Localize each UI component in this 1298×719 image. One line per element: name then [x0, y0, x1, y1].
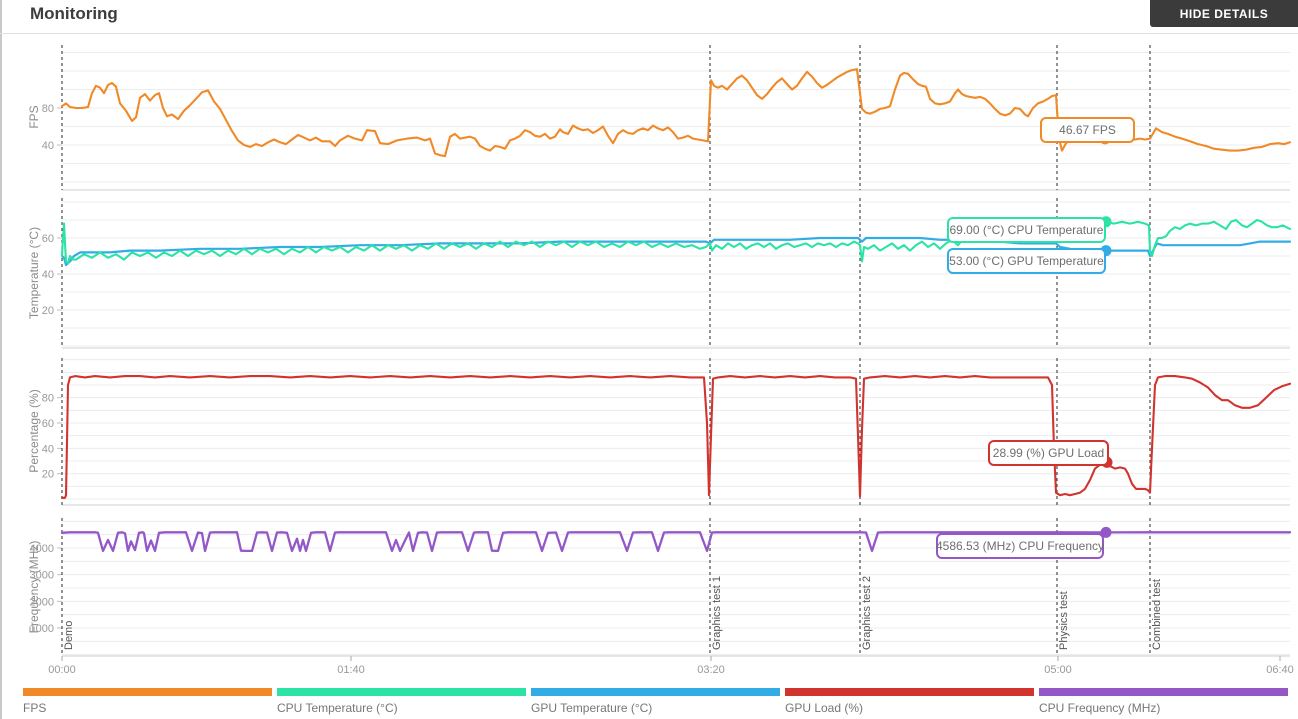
header-divider [0, 33, 1298, 34]
legend-label: CPU Temperature (°C) [277, 701, 398, 715]
series-CPU Temperature (°C) [60, 218, 1292, 265]
y-tick-label: 80 [42, 393, 54, 405]
section-label: Demo [63, 621, 75, 650]
y-tick-label: 40 [42, 443, 54, 455]
legend-item-fps[interactable]: FPS [23, 688, 272, 715]
legend-label: CPU Frequency (MHz) [1039, 701, 1161, 715]
cpu-temperature-tooltip: 69.00 (°C) CPU Temperature [947, 217, 1106, 243]
page-title: Monitoring [30, 4, 118, 23]
legend-item-cpu-frequency[interactable]: CPU Frequency (MHz) [1039, 688, 1288, 715]
legend-item-gpu-temperature[interactable]: GPU Temperature (°C) [531, 688, 780, 715]
y-tick-label: 20 [42, 469, 54, 481]
section-label: Graphics test 2 [861, 576, 873, 650]
hide-details-button[interactable]: HIDE DETAILS [1150, 0, 1298, 27]
y-tick-label: 20 [42, 305, 54, 317]
y-tick-label: 80 [42, 103, 54, 115]
y-tick-label: 60 [42, 233, 54, 245]
chart-legend: FPS CPU Temperature (°C) GPU Temperature… [0, 688, 1298, 715]
legend-label: GPU Temperature (°C) [531, 701, 653, 715]
legend-item-gpu-load[interactable]: GPU Load (%) [785, 688, 1034, 715]
gpu-load-tooltip: 28.99 (%) GPU Load [988, 440, 1109, 466]
series-CPU Frequency (MHz) [60, 531, 1292, 553]
cpu-frequency-tooltip: 4586.53 (MHz) CPU Frequency [936, 533, 1104, 559]
x-tick-label: 00:00 [48, 664, 76, 676]
y-tick-label: 3000 [30, 570, 54, 582]
legend-label: GPU Load (%) [785, 701, 864, 715]
y-tick-label: 1000 [30, 623, 54, 635]
gpu-temperature-legend-swatch [531, 688, 780, 696]
y-tick-label: 4000 [30, 543, 54, 555]
fps-legend-swatch [23, 688, 272, 696]
x-tick-label: 01:40 [337, 664, 365, 676]
x-tick-label: 06:40 [1266, 664, 1294, 676]
cpu-frequency-legend-swatch [1039, 688, 1288, 696]
series-FPS [60, 68, 1292, 158]
legend-item-cpu-temperature[interactable]: CPU Temperature (°C) [277, 688, 526, 715]
section-label: Graphics test 1 [711, 576, 723, 650]
panel-left-border [0, 0, 2, 719]
gpu-temperature-tooltip: 53.00 (°C) GPU Temperature [947, 248, 1106, 274]
legend-label: FPS [23, 701, 47, 715]
series-GPU Load (%) [60, 375, 1292, 499]
fps-tooltip: 46.67 FPS [1040, 117, 1135, 143]
x-tick-label: 03:20 [697, 664, 725, 676]
y-tick-label: 2000 [30, 596, 54, 608]
y-tick-label: 40 [42, 140, 54, 152]
cpu-temperature-legend-swatch [277, 688, 526, 696]
section-label: Physics test [1058, 591, 1070, 650]
x-tick-label: 05:00 [1044, 664, 1072, 676]
hover-marker-dot [1100, 526, 1112, 538]
y-tick-label: 60 [42, 418, 54, 430]
section-label: Combined test [1151, 579, 1163, 650]
y-tick-label: 40 [42, 269, 54, 281]
gpu-load-legend-swatch [785, 688, 1034, 696]
